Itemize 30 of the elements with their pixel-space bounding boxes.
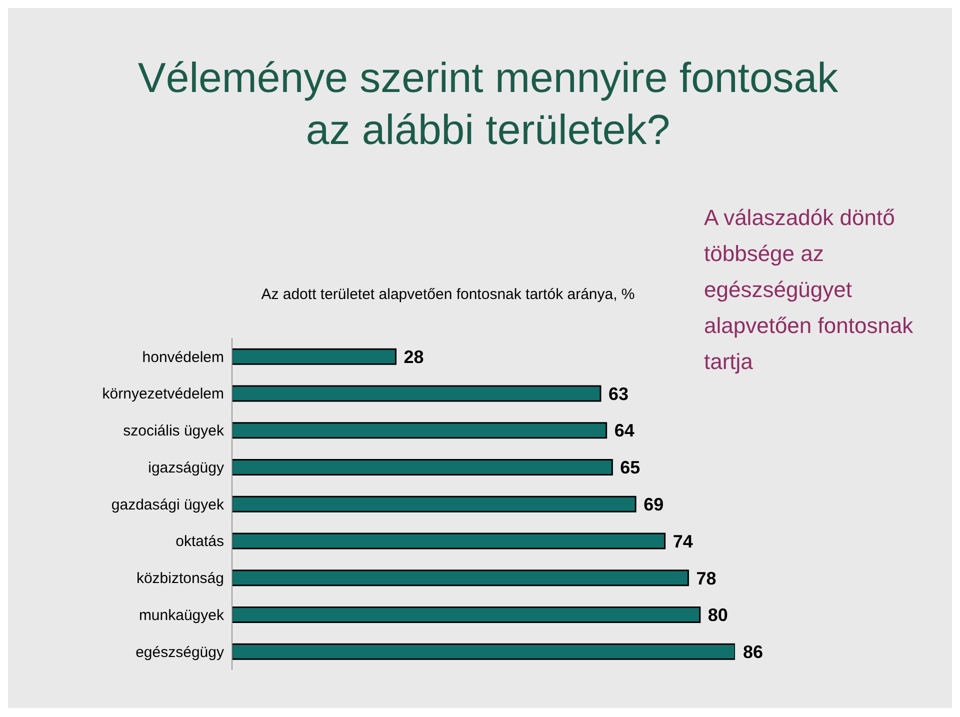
y-tick-label: oktatás — [176, 533, 224, 550]
data-label: 74 — [672, 531, 693, 552]
data-label: 80 — [708, 605, 728, 626]
annotation: A válaszadók döntő többsége az egészségügyet alapvetően fontosnak tartja — [704, 204, 914, 376]
bar — [232, 458, 613, 476]
bar — [232, 570, 689, 586]
bar — [232, 348, 397, 365]
chart-subtitle: Az adott területet alapvetően fontosnak tartók aránya, % — [260, 286, 636, 303]
data-label: 64 — [614, 420, 634, 441]
y-tick-label: egészségügy — [136, 644, 224, 661]
y-tick-label: gazdasági ügyek — [111, 496, 224, 514]
bar — [232, 532, 666, 550]
y-tick-label: igazságügy — [148, 459, 224, 476]
bar — [232, 643, 735, 660]
data-label: 63 — [608, 384, 629, 404]
y-tick-label: közbiztonság — [136, 570, 224, 588]
data-label: 78 — [696, 568, 716, 588]
bar — [232, 496, 636, 512]
chart-title: Véleménye szerint mennyire fontosak az alábbi területek? — [136, 53, 840, 155]
y-tick-label: munkaügyek — [138, 606, 224, 624]
data-label: 28 — [404, 346, 424, 367]
bar — [232, 385, 602, 402]
data-label: 86 — [743, 642, 764, 662]
y-tick-label: környezetvédelem — [102, 386, 224, 403]
y-tick-label: honvédelem — [142, 348, 224, 366]
bar — [232, 422, 608, 439]
y-tick-label: szociális ügyek — [123, 422, 224, 440]
data-label: 65 — [620, 458, 640, 478]
data-label: 69 — [644, 494, 664, 515]
bar — [232, 606, 701, 624]
